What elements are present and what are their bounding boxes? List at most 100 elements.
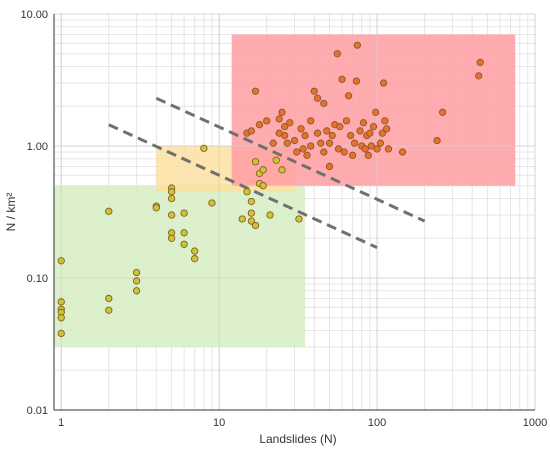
data-point: [251, 158, 260, 166]
data-point: [378, 129, 387, 137]
zone-rectangles: [54, 34, 516, 348]
data-point: [356, 127, 364, 135]
data-point: [342, 117, 351, 125]
data-point: [313, 94, 322, 102]
data-point: [340, 148, 348, 156]
data-point: [57, 314, 65, 322]
data-point: [320, 99, 328, 108]
y-tick-label: 0.10: [27, 273, 48, 285]
trend-line: [155, 96, 426, 223]
data-point: [243, 188, 251, 196]
y-tick-label: 10.00: [20, 9, 48, 21]
data-point: [320, 148, 328, 156]
data-point: [379, 79, 388, 87]
trend-lines: [108, 96, 426, 249]
data-point: [433, 136, 441, 145]
data-point: [367, 142, 376, 150]
data-point: [310, 87, 318, 95]
data-point: [336, 123, 344, 131]
data-point: [384, 145, 393, 153]
data-point: [167, 234, 176, 242]
trend-line: [108, 123, 378, 249]
y-tick-label: 0.01: [27, 405, 48, 417]
data-point: [208, 199, 216, 207]
data-point: [317, 139, 325, 147]
data-point: [293, 148, 301, 156]
x-tick-labels: 1 10 100 1000: [58, 417, 547, 429]
x-tick-label: 1000: [523, 417, 547, 429]
data-point: [167, 188, 176, 196]
data-point: [269, 139, 277, 147]
data-point: [278, 108, 286, 116]
data-point: [180, 240, 188, 248]
data-point: [325, 162, 334, 171]
data-point: [132, 277, 141, 285]
data-point: [307, 142, 315, 150]
data-point: [346, 131, 355, 140]
data-point: [352, 77, 361, 85]
data-point: [299, 145, 307, 153]
data-point: [290, 136, 299, 145]
data-point: [323, 127, 331, 135]
data-point: [200, 144, 208, 152]
data-point: [167, 211, 176, 219]
data-point: [359, 119, 368, 127]
y-axis-title: N / km²: [4, 193, 18, 232]
data-point: [278, 166, 286, 174]
data-point: [369, 123, 378, 131]
data-point: [297, 125, 305, 133]
data-point: [247, 127, 256, 135]
data-point: [275, 115, 283, 123]
data-point: [325, 139, 334, 147]
data-point: [344, 92, 353, 100]
data-point: [247, 197, 256, 206]
data-point: [438, 108, 447, 116]
data-point: [376, 139, 385, 147]
data-point: [266, 211, 274, 219]
data-point: [191, 255, 199, 263]
data-point: [381, 117, 389, 125]
data-point: [57, 298, 65, 306]
data-point: [132, 268, 141, 277]
data-point: [57, 329, 65, 338]
data-point: [247, 209, 256, 217]
data-point: [373, 145, 381, 153]
data-point: [255, 121, 264, 129]
x-tick-label: 100: [368, 417, 386, 429]
data-point: [132, 287, 141, 295]
data-point: [350, 139, 359, 147]
x-tick-label: 10: [213, 417, 225, 429]
data-point: [348, 151, 357, 159]
data-point: [272, 156, 280, 164]
data-point: [57, 257, 65, 265]
data-point: [152, 204, 160, 212]
data-point: [263, 117, 271, 125]
data-point: [328, 131, 336, 140]
data-point: [338, 75, 346, 83]
data-point: [259, 182, 267, 190]
data-point: [251, 87, 260, 95]
y-tick-labels: 0.01 0.10 1.00 10.00: [20, 9, 48, 417]
data-point: [476, 58, 484, 67]
data-point: [191, 247, 199, 255]
data-point: [167, 194, 176, 203]
x-tick-label: 1: [58, 417, 64, 429]
data-point: [180, 229, 188, 237]
data-point: [361, 145, 369, 153]
data-point: [281, 123, 289, 131]
data-point: [105, 207, 113, 215]
data-point: [105, 306, 113, 314]
data-point: [180, 209, 188, 217]
data-point: [366, 129, 374, 137]
y-tick-label: 1.00: [27, 141, 48, 153]
x-axis-title: Landslides (N): [259, 432, 336, 446]
data-point: [398, 148, 407, 156]
data-point: [295, 215, 303, 223]
zone-rect: [54, 185, 306, 348]
data-point: [334, 145, 343, 153]
data-point: [259, 166, 267, 174]
data-point: [301, 131, 309, 140]
data-point: [247, 217, 256, 225]
data-point: [105, 294, 113, 303]
